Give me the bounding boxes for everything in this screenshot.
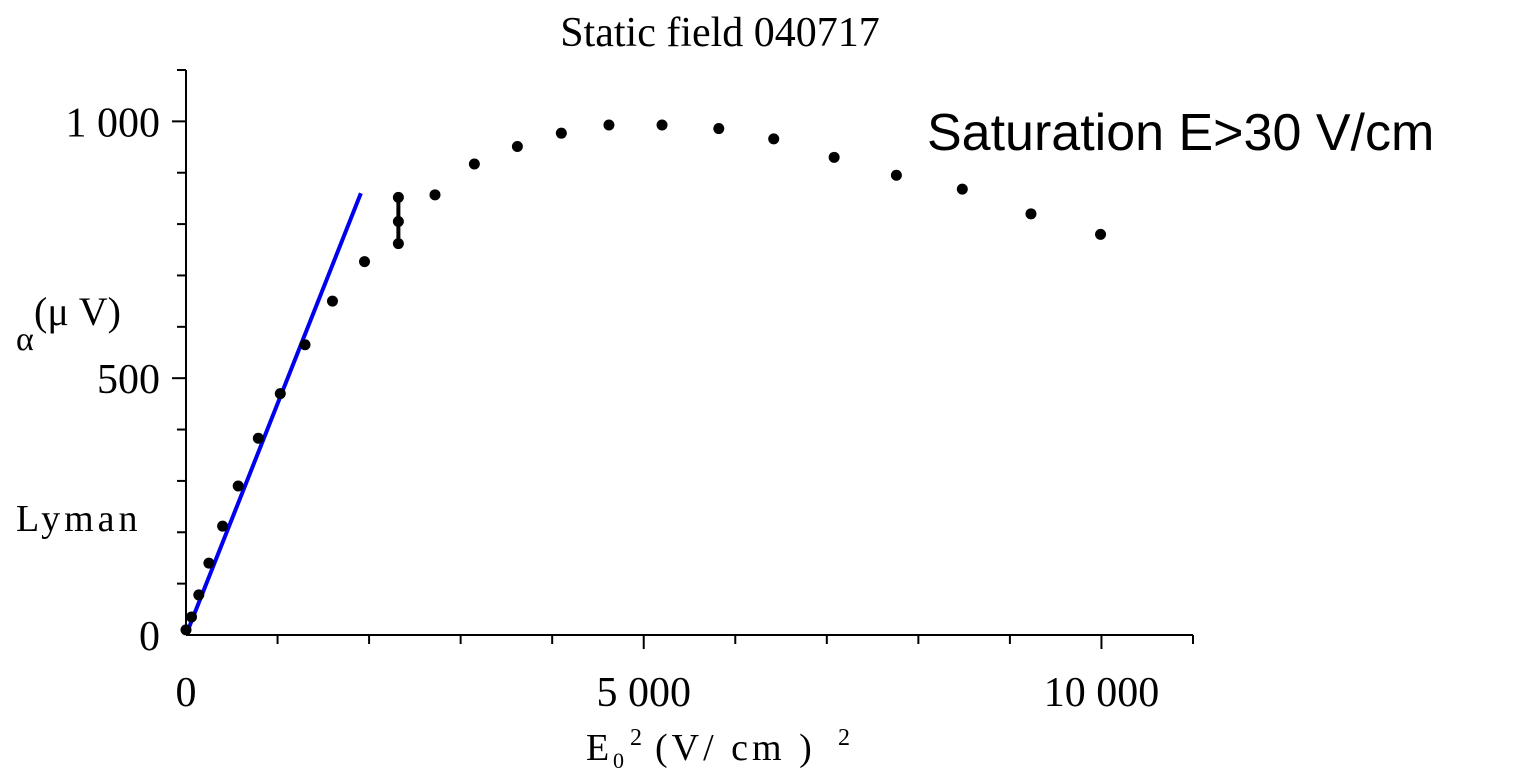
fit-line	[184, 192, 363, 636]
data-point	[768, 133, 780, 145]
data-point	[185, 611, 197, 623]
data-point	[217, 520, 229, 532]
x-axis-label: E 0 2 (V/ cm ) 2	[586, 725, 850, 770]
data-point	[1025, 208, 1037, 220]
y-tick-label: 1 000	[66, 100, 161, 146]
data-point	[326, 295, 338, 307]
data-point	[1095, 228, 1107, 240]
data-point	[392, 191, 404, 203]
chart-title: Static field 040717	[560, 10, 880, 56]
x-axis-label-base: E	[586, 727, 609, 769]
data-point	[252, 432, 264, 444]
data-point	[468, 158, 480, 170]
data-point	[555, 127, 567, 139]
data-point	[828, 151, 840, 163]
data-point	[203, 557, 215, 569]
data-point	[359, 256, 371, 268]
fit-line-group	[184, 192, 363, 636]
data-point	[429, 189, 441, 201]
annotation-saturation: Saturation E>30 V/cm	[927, 104, 1434, 162]
y-axis-secondary-label: Lyman	[16, 498, 142, 540]
data-point	[232, 480, 244, 492]
data-point	[713, 123, 725, 135]
y-tick-label: 500	[97, 357, 160, 403]
y-tick-label: 0	[139, 614, 160, 660]
data-point	[603, 119, 615, 131]
y-axis-label-unit: (μ V)	[34, 289, 121, 334]
x-tick-label: 0	[176, 670, 197, 716]
x-axis-label-middle: (V/ cm )	[655, 727, 816, 769]
data-point	[193, 589, 205, 601]
x-axis-label-sup: 2	[630, 725, 642, 751]
x-tick-label: 10 000	[1044, 670, 1160, 716]
data-point	[392, 238, 404, 250]
data-points	[180, 119, 1107, 636]
axes: 0 5 000 10 000 0 500 1 000	[66, 69, 1194, 716]
data-point	[511, 141, 523, 153]
y-axis-label-greek: α	[16, 321, 34, 358]
data-point	[656, 119, 668, 131]
x-tick-label: 5 000	[596, 670, 691, 716]
x-axis-label-sub: 0	[613, 748, 624, 770]
data-point	[180, 624, 192, 636]
data-point	[274, 388, 286, 400]
data-point	[890, 169, 902, 181]
data-point	[392, 216, 404, 228]
x-axis-label-sup2: 2	[838, 725, 850, 751]
data-point	[956, 183, 968, 195]
data-point	[299, 339, 311, 351]
